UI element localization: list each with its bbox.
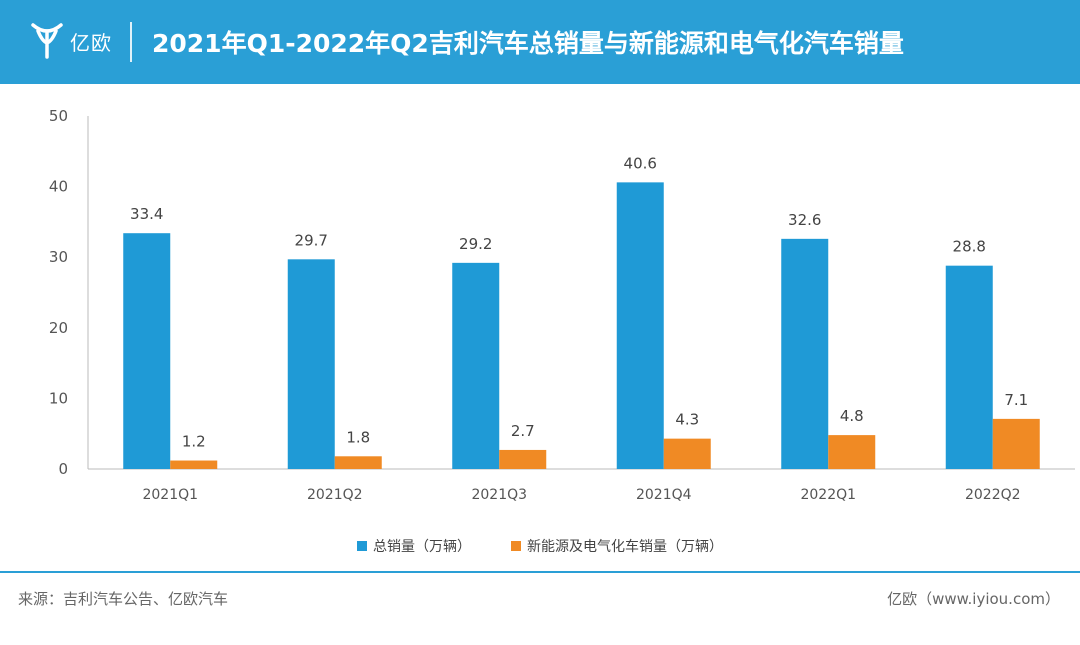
header-banner: 亿欧 2021年Q1-2022年Q2吉利汽车总销量与新能源和电气化汽车销量 bbox=[0, 0, 1080, 84]
data-label-total: 28.8 bbox=[953, 238, 986, 256]
header-divider bbox=[130, 22, 132, 62]
y-tick-label: 10 bbox=[49, 389, 68, 407]
footer-divider bbox=[0, 571, 1080, 573]
bar-total bbox=[616, 182, 664, 469]
x-tick-label: 2021Q2 bbox=[307, 487, 363, 503]
data-label-total: 29.7 bbox=[295, 231, 328, 249]
data-label-total: 32.6 bbox=[788, 211, 821, 229]
data-label-nev: 7.1 bbox=[1004, 391, 1028, 409]
data-label-nev: 2.7 bbox=[511, 422, 535, 440]
credit-link[interactable]: 亿欧（www.iyiou.com） bbox=[887, 590, 1060, 608]
x-tick-label: 2022Q2 bbox=[965, 487, 1021, 503]
logo-text: 亿欧 bbox=[70, 30, 112, 55]
data-label-nev: 1.8 bbox=[346, 428, 370, 446]
legend-swatch-total bbox=[357, 541, 367, 551]
legend-label-nev: 新能源及电气化车销量（万辆） bbox=[527, 539, 723, 555]
data-label-nev: 1.2 bbox=[182, 433, 206, 451]
legend-label-total: 总销量（万辆） bbox=[373, 539, 471, 555]
brand-logo: 亿欧 bbox=[30, 18, 112, 64]
bar-nev bbox=[170, 460, 218, 469]
bar-nev bbox=[334, 456, 382, 469]
legend-item-total: 总销量（万辆） bbox=[357, 536, 471, 556]
x-tick-label: 2021Q4 bbox=[636, 487, 692, 503]
logo-icon bbox=[31, 23, 63, 59]
data-label-nev: 4.8 bbox=[840, 407, 864, 425]
bar-total bbox=[781, 238, 829, 469]
legend-swatch-nev bbox=[511, 541, 521, 551]
bar-nev bbox=[828, 435, 876, 469]
data-label-nev: 4.3 bbox=[675, 411, 699, 429]
y-tick-label: 40 bbox=[49, 178, 68, 196]
y-tick-label: 0 bbox=[58, 460, 68, 478]
data-label-total: 29.2 bbox=[459, 235, 492, 253]
legend: 总销量（万辆） 新能源及电气化车销量（万辆） bbox=[0, 536, 1080, 556]
bar-total bbox=[452, 262, 500, 469]
source-note: 来源：吉利汽车公告、亿欧汽车 bbox=[18, 590, 229, 608]
y-tick-label: 50 bbox=[49, 107, 68, 125]
bar-total bbox=[287, 259, 335, 469]
data-label-total: 40.6 bbox=[624, 154, 657, 172]
bar-nev bbox=[499, 449, 547, 469]
x-tick-label: 2021Q1 bbox=[142, 487, 198, 503]
bar-total bbox=[123, 233, 171, 469]
x-tick-label: 2021Q3 bbox=[471, 487, 527, 503]
bar-chart: 0 10 20 30 40 50 2021Q1 33.4 1.2 2021Q2 29.7 1.8 202… bbox=[49, 107, 1075, 503]
bar-nev bbox=[663, 438, 711, 469]
legend-item-nev: 新能源及电气化车销量（万辆） bbox=[511, 536, 723, 556]
x-tick-label: 2022Q1 bbox=[800, 487, 856, 503]
page-title: 2021年Q1-2022年Q2吉利汽车总销量与新能源和电气化汽车销量 bbox=[152, 29, 904, 58]
bar-total bbox=[945, 265, 993, 469]
bar-nev bbox=[992, 418, 1040, 469]
y-tick-label: 30 bbox=[49, 248, 68, 266]
data-label-total: 33.4 bbox=[130, 205, 163, 223]
y-tick-label: 20 bbox=[49, 319, 68, 337]
